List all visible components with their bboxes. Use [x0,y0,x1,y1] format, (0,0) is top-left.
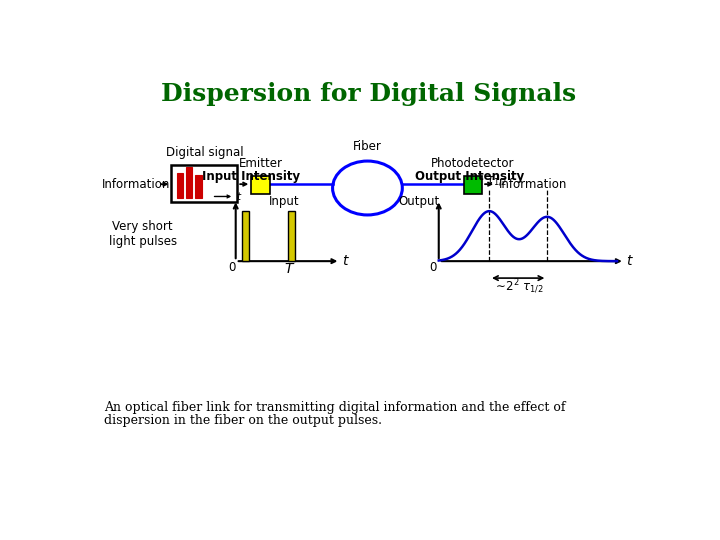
Text: Output: Output [399,195,440,208]
Text: Output Intensity: Output Intensity [415,170,524,183]
Text: $\sim\!2^2\ \tau_{1/2}$: $\sim\!2^2\ \tau_{1/2}$ [492,278,544,296]
Text: Fiber: Fiber [353,140,382,153]
Text: 0: 0 [228,261,235,274]
Bar [242,211,249,261]
Text: An optical fiber link for transmitting digital information and the effect of: An optical fiber link for transmitting d… [104,401,565,414]
Text: Input Intensity: Input Intensity [202,170,300,183]
Text: Information: Information [499,178,567,191]
Text: $\tau_{1/2}$: $\tau_{1/2}$ [486,174,508,187]
Bar [195,175,202,198]
Text: $T$: $T$ [284,262,296,276]
Text: Digital signal: Digital signal [166,146,243,159]
Text: Emitter: Emitter [238,157,282,170]
Text: $t$: $t$ [626,254,634,268]
Text: Photodetector: Photodetector [431,157,515,170]
Bar [464,176,482,194]
Text: Input: Input [269,195,299,208]
Bar [171,165,238,202]
Bar [287,211,294,261]
Bar [251,176,270,194]
Text: $t$: $t$ [235,191,242,202]
Bar [177,173,183,198]
Text: 0: 0 [429,261,436,274]
Text: Information: Information [102,178,170,191]
Text: dispersion in the fiber on the output pulses.: dispersion in the fiber on the output pu… [104,414,382,427]
Text: Dispersion for Digital Signals: Dispersion for Digital Signals [161,82,577,106]
Bar [186,167,192,198]
Text: Very short
light pulses: Very short light pulses [109,220,177,248]
Text: $t$: $t$ [342,254,350,268]
